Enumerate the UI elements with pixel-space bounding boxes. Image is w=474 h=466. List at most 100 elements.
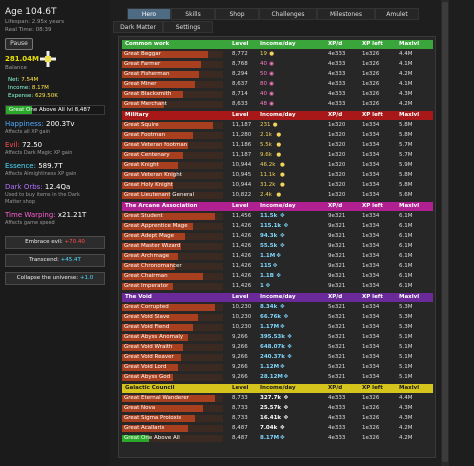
job-level: 11,426 — [232, 273, 252, 279]
cross-coin-icon: ✥ — [287, 334, 292, 340]
job-progress-bar[interactable]: Great Abyss God — [122, 374, 223, 381]
pause-button[interactable]: Pause — [5, 38, 33, 50]
job-progress-bar[interactable]: Great Farmer — [122, 61, 223, 68]
job-progress-bar[interactable]: Great Nova — [122, 405, 223, 412]
job-progress-bar[interactable]: Great Knight — [122, 162, 223, 169]
job-progress-fill — [122, 395, 215, 402]
job-progress-bar[interactable]: Great Void Slave — [122, 314, 223, 321]
page-scrollbar[interactable] — [441, 0, 449, 466]
job-xp-left: 1e334 — [362, 334, 380, 340]
happiness-desc: Affects all XP gain — [5, 129, 51, 135]
job-progress-fill — [122, 182, 173, 189]
job-xp-left: 1e326 — [362, 435, 380, 441]
job-progress-bar[interactable]: Great Void Lord — [122, 364, 223, 371]
job-progress-bar[interactable]: Great Adept Mage — [122, 233, 223, 240]
job-progress-bar[interactable]: Great Archmage — [122, 253, 223, 260]
job-progress-fill — [122, 364, 178, 371]
job-progress-bar[interactable]: Great Student — [122, 213, 223, 220]
embrace-evil-button[interactable]: Embrace evil: +70.40 — [5, 236, 105, 249]
job-progress-bar[interactable]: Great Holy Knight — [122, 182, 223, 189]
tab-dark-matter[interactable]: Dark Matter — [113, 21, 163, 33]
job-name: Great Holy Knight — [124, 182, 173, 188]
scrollbar-thumb[interactable] — [442, 2, 448, 462]
job-max-level: 4.1M — [399, 61, 413, 67]
transcend-button[interactable]: Transcend: +45.4T — [5, 254, 105, 267]
job-xp-per-day: 5e321 — [328, 374, 346, 380]
job-max-level: 4.3M — [399, 415, 413, 421]
tab-settings[interactable]: Settings — [163, 21, 213, 33]
job-progress-bar[interactable]: Great Abyss Anomaly — [122, 334, 223, 341]
job-progress-bar[interactable]: Great Eternal Wanderer — [122, 395, 223, 402]
job-progress-bar[interactable]: Great One Above All — [122, 435, 223, 442]
job-row: Great Corrupted 10,230 8.34k ✥ 5e321 1e334 5.3… — [122, 303, 433, 312]
tab-amulet[interactable]: Amulet — [375, 8, 419, 20]
tab-hero[interactable]: Hero — [127, 8, 171, 20]
job-income: 11.1k — [260, 172, 276, 178]
job-xp-per-day: 4e333 — [328, 425, 346, 431]
dark-orbs-label: Dark Orbs: — [5, 183, 43, 191]
job-progress-bar[interactable]: Great Void Reaver — [122, 354, 223, 361]
job-progress-bar[interactable]: Great Apprentice Mage — [122, 223, 223, 230]
job-progress-bar[interactable]: Great Void Fiend — [122, 324, 223, 331]
job-progress-bar[interactable]: Great Veteran Knight — [122, 172, 223, 179]
job-row: Great Nova 8,733 25.57k ✥ 4e333 1e326 4.3M — [122, 404, 433, 413]
job-progress-bar[interactable]: Great Corrupted — [122, 304, 223, 311]
column-header-xpl: XP left — [362, 385, 383, 391]
job-row: Great Blacksmith 8,714 40 ◉ 4e333 1e326 4.3M — [122, 90, 433, 99]
job-progress-bar[interactable]: Great Lieutenant General — [122, 192, 223, 199]
job-progress-bar[interactable]: Great Merchant — [122, 101, 223, 108]
job-progress-fill — [122, 51, 208, 58]
job-xp-per-day: 1e320 — [328, 182, 346, 188]
job-level: 8,733 — [232, 405, 248, 411]
evil-label: Evil: — [5, 141, 20, 149]
job-progress-bar[interactable]: Great Beggar — [122, 51, 223, 58]
column-header-xpl: XP left — [362, 294, 383, 300]
job-progress-bar[interactable]: Great Sigma Proioxis — [122, 415, 223, 422]
job-level: 11,187 — [232, 152, 252, 158]
job-progress-bar[interactable]: Great Footman — [122, 132, 223, 139]
job-progress-fill — [122, 243, 181, 250]
job-xp-left: 1e334 — [362, 263, 380, 269]
job-xp-left: 1e334 — [362, 213, 380, 219]
job-progress-bar[interactable]: Great Chronomancer — [122, 263, 223, 270]
job-name: Great Footman — [124, 132, 166, 138]
job-income: 648.07k — [260, 344, 285, 350]
cross-coin-icon: ✥ — [283, 415, 289, 421]
job-name: Great Farmer — [124, 61, 161, 67]
job-progress-fill — [122, 162, 178, 169]
job-income: 2.4k — [260, 192, 272, 198]
essence-label: Essence: — [5, 162, 36, 170]
job-progress-bar[interactable]: Great Acallaris — [122, 425, 223, 432]
job-progress-bar[interactable]: Great Fisherman — [122, 71, 223, 78]
tab-shop[interactable]: Shop — [215, 8, 259, 20]
tab-milestones[interactable]: Milestones — [317, 8, 375, 20]
job-income: 1.17M — [260, 324, 280, 330]
column-header-level: Level — [232, 294, 249, 300]
tab-challenges[interactable]: Challenges — [259, 8, 317, 20]
job-progress-bar[interactable]: Great Centenary — [122, 152, 223, 159]
job-name: Great Veteran Knight — [124, 172, 182, 178]
job-xp-left: 1e326 — [362, 71, 380, 77]
job-level: 11,426 — [232, 243, 252, 249]
job-income: 40 — [260, 61, 267, 67]
job-name: Great One Above All — [124, 435, 180, 441]
job-progress-bar[interactable]: Great Imperator — [122, 283, 223, 290]
collapse-universe-button[interactable]: Collapse the universe: +1.0 — [5, 272, 105, 285]
job-progress-bar[interactable]: Great Miner — [122, 81, 223, 88]
job-progress-bar[interactable]: Great Void Wraith — [122, 344, 223, 351]
cross-coin-icon: ✥ — [280, 233, 285, 239]
job-level: 10,230 — [232, 314, 252, 320]
job-xp-left: 1e334 — [362, 344, 380, 350]
tab-skills[interactable]: Skills — [171, 8, 215, 20]
job-progress-bar[interactable]: Great Master Wizard — [122, 243, 223, 250]
cross-coin-icon: ✥ — [265, 283, 271, 289]
job-progress-bar[interactable]: Great Blacksmith — [122, 91, 223, 98]
section-header: The Arcane Association Level Income/day XP/… — [122, 202, 433, 211]
column-header-xpl: XP left — [362, 41, 383, 47]
job-xp-left: 1e334 — [362, 283, 380, 289]
job-progress-bar[interactable]: Great Squire — [122, 122, 223, 129]
great-one-progress[interactable]: Great One Above All lvl 8,487 — [5, 105, 105, 115]
job-progress-bar[interactable]: Great Chairman — [122, 273, 223, 280]
job-progress-bar[interactable]: Great Veteran footman — [122, 142, 223, 149]
job-row: Great Imperator 11,426 1 ✥ 9e321 1e334 6.1M — [122, 282, 433, 291]
